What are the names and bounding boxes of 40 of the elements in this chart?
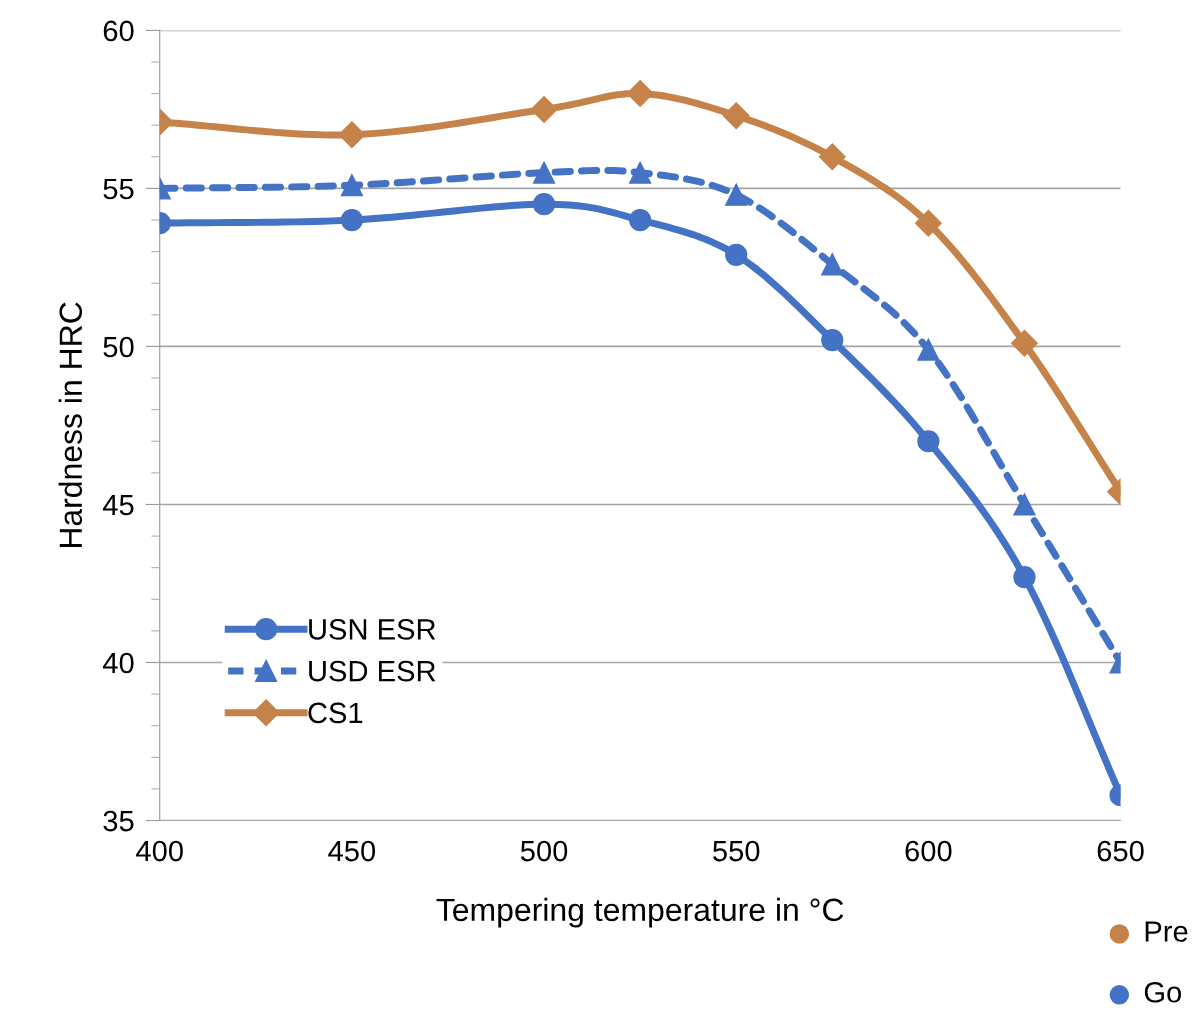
legend-label: CS1 <box>308 702 363 724</box>
point <box>821 329 844 352</box>
y-tick-label: 35 <box>103 810 134 832</box>
point <box>340 208 364 232</box>
point <box>914 209 942 237</box>
y-tick-label: 60 <box>103 20 134 42</box>
point <box>917 430 940 453</box>
y-tick-label: 45 <box>102 494 134 516</box>
point <box>1010 329 1038 357</box>
y-tick-label: 40 <box>102 652 134 674</box>
text: Go <box>1144 981 1182 1003</box>
y-tick-label: 50 <box>103 336 134 358</box>
point <box>626 80 654 108</box>
x-tick-label: 600 <box>905 840 952 862</box>
text: Pre <box>1145 921 1188 942</box>
point <box>725 243 748 266</box>
point <box>818 143 846 171</box>
point <box>917 338 940 361</box>
point <box>722 102 750 130</box>
x-axis-title: Tempering temperature in °C <box>436 897 844 928</box>
point <box>821 253 844 276</box>
y-tick-label: 55 <box>103 178 134 200</box>
x-tick-label: 550 <box>713 840 760 862</box>
point <box>629 161 652 184</box>
x-tick-label: 650 <box>1097 840 1144 862</box>
x-tick-label: 450 <box>328 840 376 862</box>
point <box>532 193 556 216</box>
x-tick-label: 500 <box>520 840 568 862</box>
point <box>629 208 652 232</box>
x-tick-label: 400 <box>136 840 183 862</box>
point <box>340 174 364 197</box>
y-axis-title: Hardness in HRC <box>58 302 83 548</box>
point <box>1013 493 1036 516</box>
point <box>530 95 558 123</box>
legend-label: USD ESR <box>309 660 436 682</box>
point <box>1013 566 1036 589</box>
point <box>338 121 366 149</box>
legend-label: USN ESR <box>309 619 436 640</box>
point <box>532 161 556 184</box>
point <box>725 183 748 206</box>
